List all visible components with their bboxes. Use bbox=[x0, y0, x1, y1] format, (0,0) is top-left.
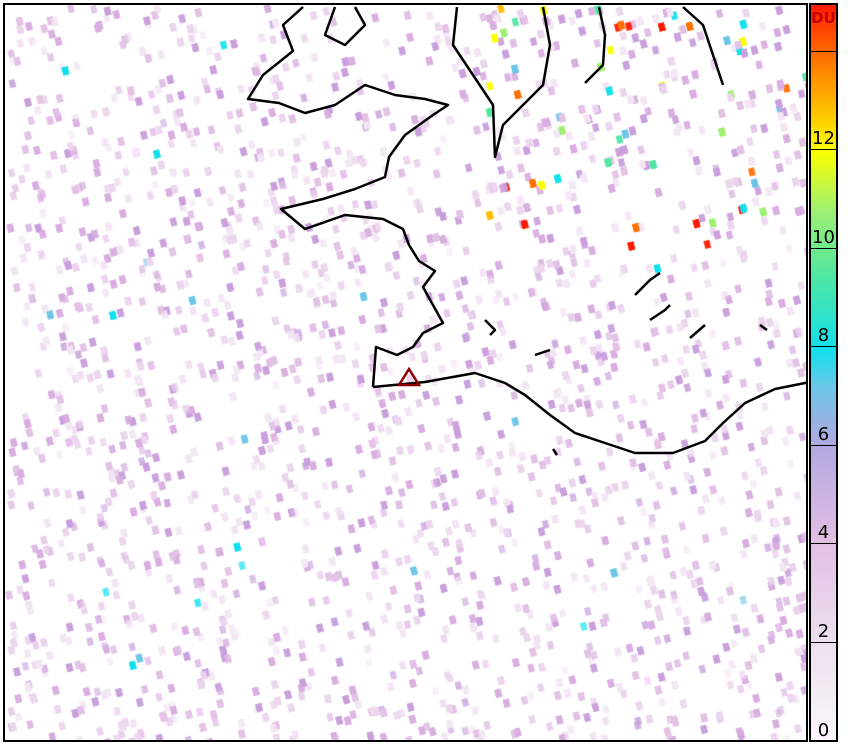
coastline-main bbox=[372, 371, 806, 455]
colorbar-tick-label: 10 bbox=[812, 226, 835, 248]
glacier-outline-2 bbox=[649, 304, 671, 322]
colorbar: DU 0 2 4 6 8 10 12 bbox=[809, 3, 838, 742]
lake-outline bbox=[551, 448, 559, 456]
coastline-west bbox=[246, 6, 450, 388]
coastline-fjord bbox=[323, 6, 367, 47]
coastline-north-1 bbox=[451, 6, 552, 159]
colorbar-tick-label: 4 bbox=[817, 522, 830, 543]
coastline-north-2 bbox=[584, 6, 607, 84]
colorbar-tick bbox=[811, 543, 836, 544]
colorbar-tick bbox=[811, 247, 836, 249]
glacier-outline-5 bbox=[534, 348, 551, 357]
colorbar-tick-label: 6 bbox=[817, 423, 830, 445]
glacier-outline-4 bbox=[484, 319, 497, 336]
map-panel bbox=[3, 3, 808, 742]
colorbar-tick bbox=[811, 444, 836, 446]
colorbar-tick-label: 12 bbox=[812, 128, 835, 149]
colorbar-tick-label: 2 bbox=[817, 620, 830, 642]
colorbar-tick bbox=[811, 50, 836, 52]
colorbar-tick-label: 0 bbox=[817, 720, 830, 741]
glacier-outline-1 bbox=[634, 271, 661, 296]
glacier-outline-6 bbox=[759, 323, 768, 332]
coastline-north-3 bbox=[682, 6, 725, 86]
colorbar-tick bbox=[811, 641, 836, 643]
colorbar-tick bbox=[811, 149, 836, 150]
volcano-marker-triangle-icon bbox=[396, 366, 422, 387]
colorbar-tick-label: 8 bbox=[817, 325, 830, 346]
glacier-outline-3 bbox=[689, 324, 706, 339]
coastline-layer bbox=[246, 6, 806, 456]
colorbar-tick bbox=[811, 346, 836, 347]
colorbar-unit-label: DU bbox=[811, 9, 836, 27]
